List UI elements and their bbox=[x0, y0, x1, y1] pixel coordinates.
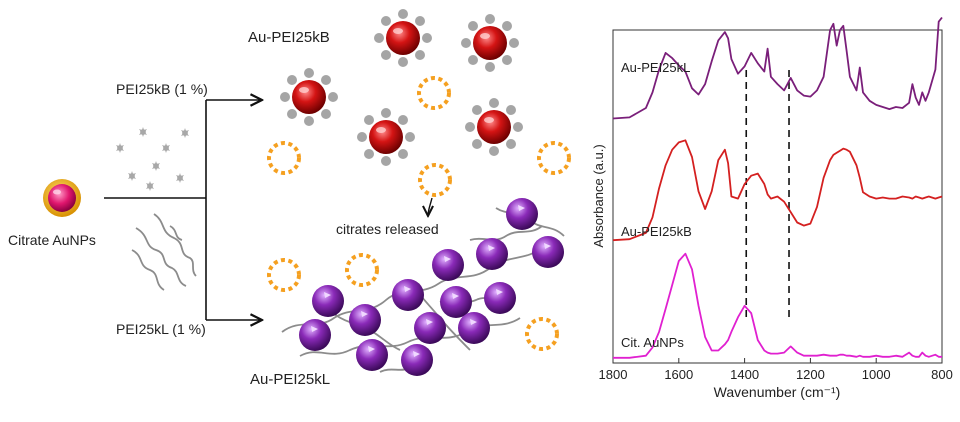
x-tick-label: 1200 bbox=[796, 367, 825, 382]
au-pei25kb-label: Au-PEI25kB bbox=[248, 29, 330, 46]
x-tick-label: 1600 bbox=[664, 367, 693, 382]
au-pei25kb-particle bbox=[374, 9, 432, 67]
x-axis-tick-labels: 1800 1600 1400 1200 1000 800 bbox=[599, 367, 953, 382]
released-citrate-rings bbox=[267, 76, 571, 351]
x-tick-label: 1800 bbox=[599, 367, 628, 382]
series-label: Au-PEI25kB bbox=[621, 224, 692, 239]
pei25kl-reagent-label: PEI25kL (1 %) bbox=[116, 321, 206, 337]
citrate-aunps-label: Citrate AuNPs bbox=[8, 232, 96, 248]
au-pei25kb-particle bbox=[465, 98, 523, 156]
y-axis-label: Absorbance (a.u.) bbox=[591, 144, 606, 247]
series-line bbox=[612, 139, 943, 242]
citrates-released-label: citrates released bbox=[336, 221, 439, 237]
series-line bbox=[612, 16, 943, 120]
spectra bbox=[612, 16, 943, 359]
au-pei25kb-particle bbox=[357, 108, 415, 166]
series-label: Cit. AuNPs bbox=[621, 335, 684, 350]
au-pei25kb-particle bbox=[461, 14, 519, 72]
au-pei25kb-particle bbox=[280, 68, 338, 126]
citrate-release-arrow bbox=[428, 197, 432, 216]
x-tick-label: 1000 bbox=[862, 367, 891, 382]
linear-pei-molecules bbox=[131, 213, 197, 291]
citrate-aunp-particle bbox=[43, 179, 81, 217]
x-axis-label: Wavenumber (cm⁻¹) bbox=[714, 384, 841, 400]
branch-arrows bbox=[104, 100, 262, 320]
au-pei25kl-particles bbox=[299, 198, 564, 376]
reference-lines bbox=[745, 70, 790, 322]
series-labels: Au-PEI25kL Au-PEI25kB Cit. AuNPs bbox=[621, 60, 692, 350]
au-pei25kb-particles bbox=[280, 9, 523, 166]
pei25kb-reagent-label: PEI25kB (1 %) bbox=[116, 81, 208, 97]
x-tick-label: 1400 bbox=[730, 367, 759, 382]
series-line bbox=[613, 252, 942, 359]
reaction-scheme: Citrate AuNPs PEI25kB (1 %) PEI25kL (1 %… bbox=[8, 9, 571, 388]
x-tick-label: 800 bbox=[931, 367, 953, 382]
branched-pei-molecules bbox=[116, 127, 189, 191]
ftir-chart: 1800 1600 1400 1200 1000 800 Au-PEI25kLAu-PEI… bbox=[591, 16, 953, 400]
au-pei25kl-aggregate bbox=[281, 198, 565, 376]
au-pei25kl-label: Au-PEI25kL bbox=[250, 371, 330, 388]
series-label: Au-PEI25kL bbox=[621, 60, 690, 75]
x-axis-ticks bbox=[612, 358, 943, 363]
